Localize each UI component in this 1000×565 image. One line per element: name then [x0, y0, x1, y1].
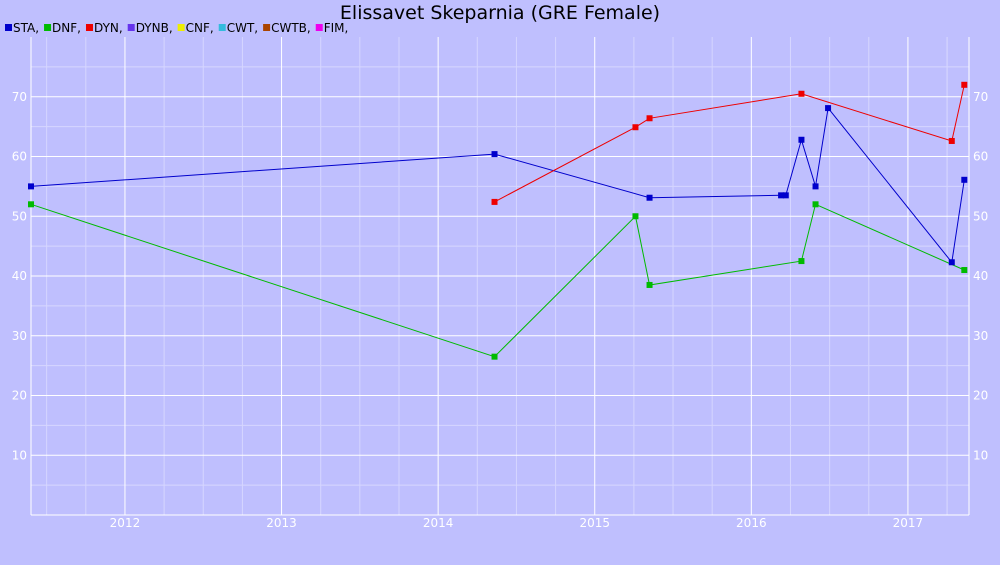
legend-label-dnf: DNF, — [52, 21, 81, 35]
point-dyn — [646, 115, 653, 122]
legend-label-fim: FIM, — [324, 21, 349, 35]
x-tick-label: 2013 — [266, 516, 297, 530]
y-tick-label-left: 70 — [12, 90, 27, 104]
legend-swatch-cwt — [218, 24, 226, 31]
x-tick-label: 2016 — [736, 516, 767, 530]
y-tick-label-right: 70 — [973, 90, 988, 104]
x-tick-label: 2015 — [579, 516, 610, 530]
point-dnf — [491, 353, 498, 360]
point-dnf — [798, 258, 805, 265]
point-sta — [961, 176, 968, 183]
point-sta — [491, 151, 498, 158]
series-points — [28, 81, 968, 360]
x-tick-label: 2014 — [423, 516, 454, 530]
y-tick-label-right: 10 — [973, 448, 988, 462]
y-tick-label-left: 40 — [12, 269, 27, 283]
series-lines — [30, 84, 965, 358]
legend-swatch-sta — [5, 24, 12, 31]
series-line-sta — [30, 106, 965, 264]
point-dnf — [812, 201, 819, 208]
legend: STA, DNF, DYN, DYNB, CNF, CWT, CWTB, FIM, — [5, 21, 348, 35]
y-tick-label-right: 20 — [973, 389, 988, 403]
point-dyn — [961, 81, 968, 88]
point-dyn — [491, 198, 498, 205]
legend-label-cwt: CWT, — [227, 21, 258, 35]
point-dyn — [798, 90, 805, 97]
point-dnf — [646, 281, 653, 288]
point-sta — [825, 105, 832, 112]
series-line-dyn — [494, 84, 965, 203]
x-tick-label: 2017 — [893, 516, 924, 530]
point-sta — [948, 259, 955, 266]
legend-swatch-dyn — [85, 24, 93, 31]
y-tick-label-left: 30 — [12, 329, 27, 343]
point-sta — [812, 183, 819, 190]
x-tick-label: 2012 — [110, 516, 141, 530]
point-dyn — [632, 124, 639, 131]
legend-label-cnf: CNF, — [186, 21, 214, 35]
point-sta — [782, 192, 789, 199]
legend-label-dyn: DYN, — [94, 21, 123, 35]
legend-swatch-cwtb — [263, 24, 271, 31]
y-tick-label-right: 40 — [973, 269, 988, 283]
y-tick-label-left: 60 — [12, 150, 27, 164]
chart-title: Elissavet Skeparnia (GRE Female) — [340, 2, 660, 24]
legend-swatch-dnf — [44, 24, 52, 31]
legend-label-sta: STA, — [13, 21, 39, 35]
y-tick-label-left: 50 — [12, 209, 27, 223]
legend-swatch-dynb — [127, 24, 135, 31]
y-tick-label-right: 50 — [973, 209, 988, 223]
point-sta — [28, 183, 34, 190]
point-dnf — [632, 213, 639, 220]
point-dyn — [948, 137, 955, 144]
point-sta — [646, 194, 653, 201]
legend-label-dynb: DYNB, — [136, 21, 173, 35]
y-tick-label-left: 20 — [12, 389, 27, 403]
point-dnf — [28, 201, 34, 208]
y-tick-label-right: 30 — [973, 329, 988, 343]
legend-swatch-fim — [315, 24, 323, 31]
y-tick-label-left: 10 — [12, 448, 27, 462]
y-tick-label-right: 60 — [973, 150, 988, 164]
point-sta — [798, 136, 805, 143]
point-dnf — [961, 267, 968, 274]
tick-labels: 2012 2013 2014 2015 2016 2017 10 10 20 20 30 30 40 40… — [12, 90, 989, 530]
legend-label-cwtb: CWTB, — [271, 21, 311, 35]
series-line-dnf — [30, 203, 965, 358]
point-sta — [778, 192, 785, 199]
legend-swatch-cnf — [177, 24, 185, 31]
